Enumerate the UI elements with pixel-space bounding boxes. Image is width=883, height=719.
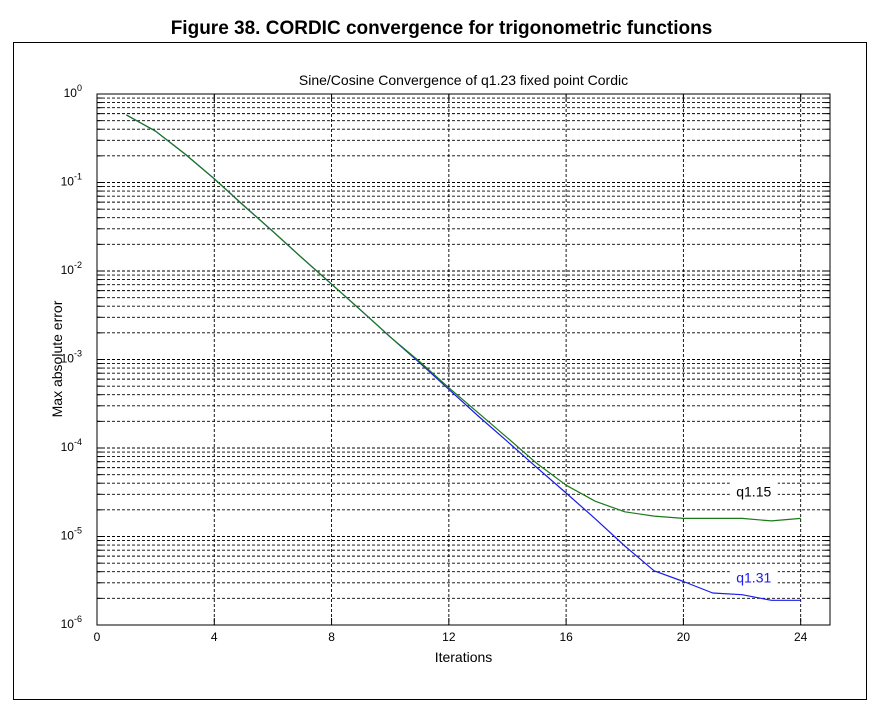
y-tick-exponent: -6 <box>74 614 82 624</box>
y-tick-exponent: -4 <box>74 437 82 447</box>
y-tick-label: 10-2 <box>61 260 82 277</box>
y-tick-label: 10-1 <box>61 172 82 189</box>
annotation-background <box>729 567 778 587</box>
y-tick-label: 10-4 <box>61 437 82 454</box>
x-tick-label: 8 <box>328 630 335 644</box>
x-tick-label: 20 <box>677 630 691 644</box>
y-tick-label: 100 <box>64 83 82 100</box>
x-tick-label: 16 <box>559 630 573 644</box>
grid <box>97 94 830 625</box>
x-tick-label: 24 <box>794 630 808 644</box>
series-annotation-q1-31: q1.31 <box>736 569 771 585</box>
annotation-background <box>729 481 778 501</box>
annotations: q1.15 q1.31 <box>729 481 778 587</box>
y-tick-exponent: -2 <box>74 260 82 270</box>
chart-title: Sine/Cosine Convergence of q1.23 fixed p… <box>299 72 628 88</box>
x-axis-label: Iterations <box>435 649 493 665</box>
figure-frame <box>13 42 867 700</box>
y-axis-label: Max absolute error <box>49 300 65 417</box>
x-tick-label: 4 <box>211 630 218 644</box>
y-tick-label: 10-6 <box>61 614 82 631</box>
series-group <box>126 114 801 601</box>
x-tick-label: 0 <box>94 630 101 644</box>
y-tick-exponent: 0 <box>77 83 82 93</box>
x-tick-label: 12 <box>442 630 456 644</box>
series-annotation-q1-15: q1.15 <box>736 483 771 499</box>
y-tick-exponent: -3 <box>74 349 82 359</box>
series-line-q1-15 <box>126 114 801 522</box>
y-tick-label: 10-5 <box>61 526 82 543</box>
y-tick-exponent: -5 <box>74 526 82 536</box>
figure-caption: Figure 38. CORDIC convergence for trigon… <box>170 18 713 39</box>
y-tick-exponent: -1 <box>74 172 82 182</box>
